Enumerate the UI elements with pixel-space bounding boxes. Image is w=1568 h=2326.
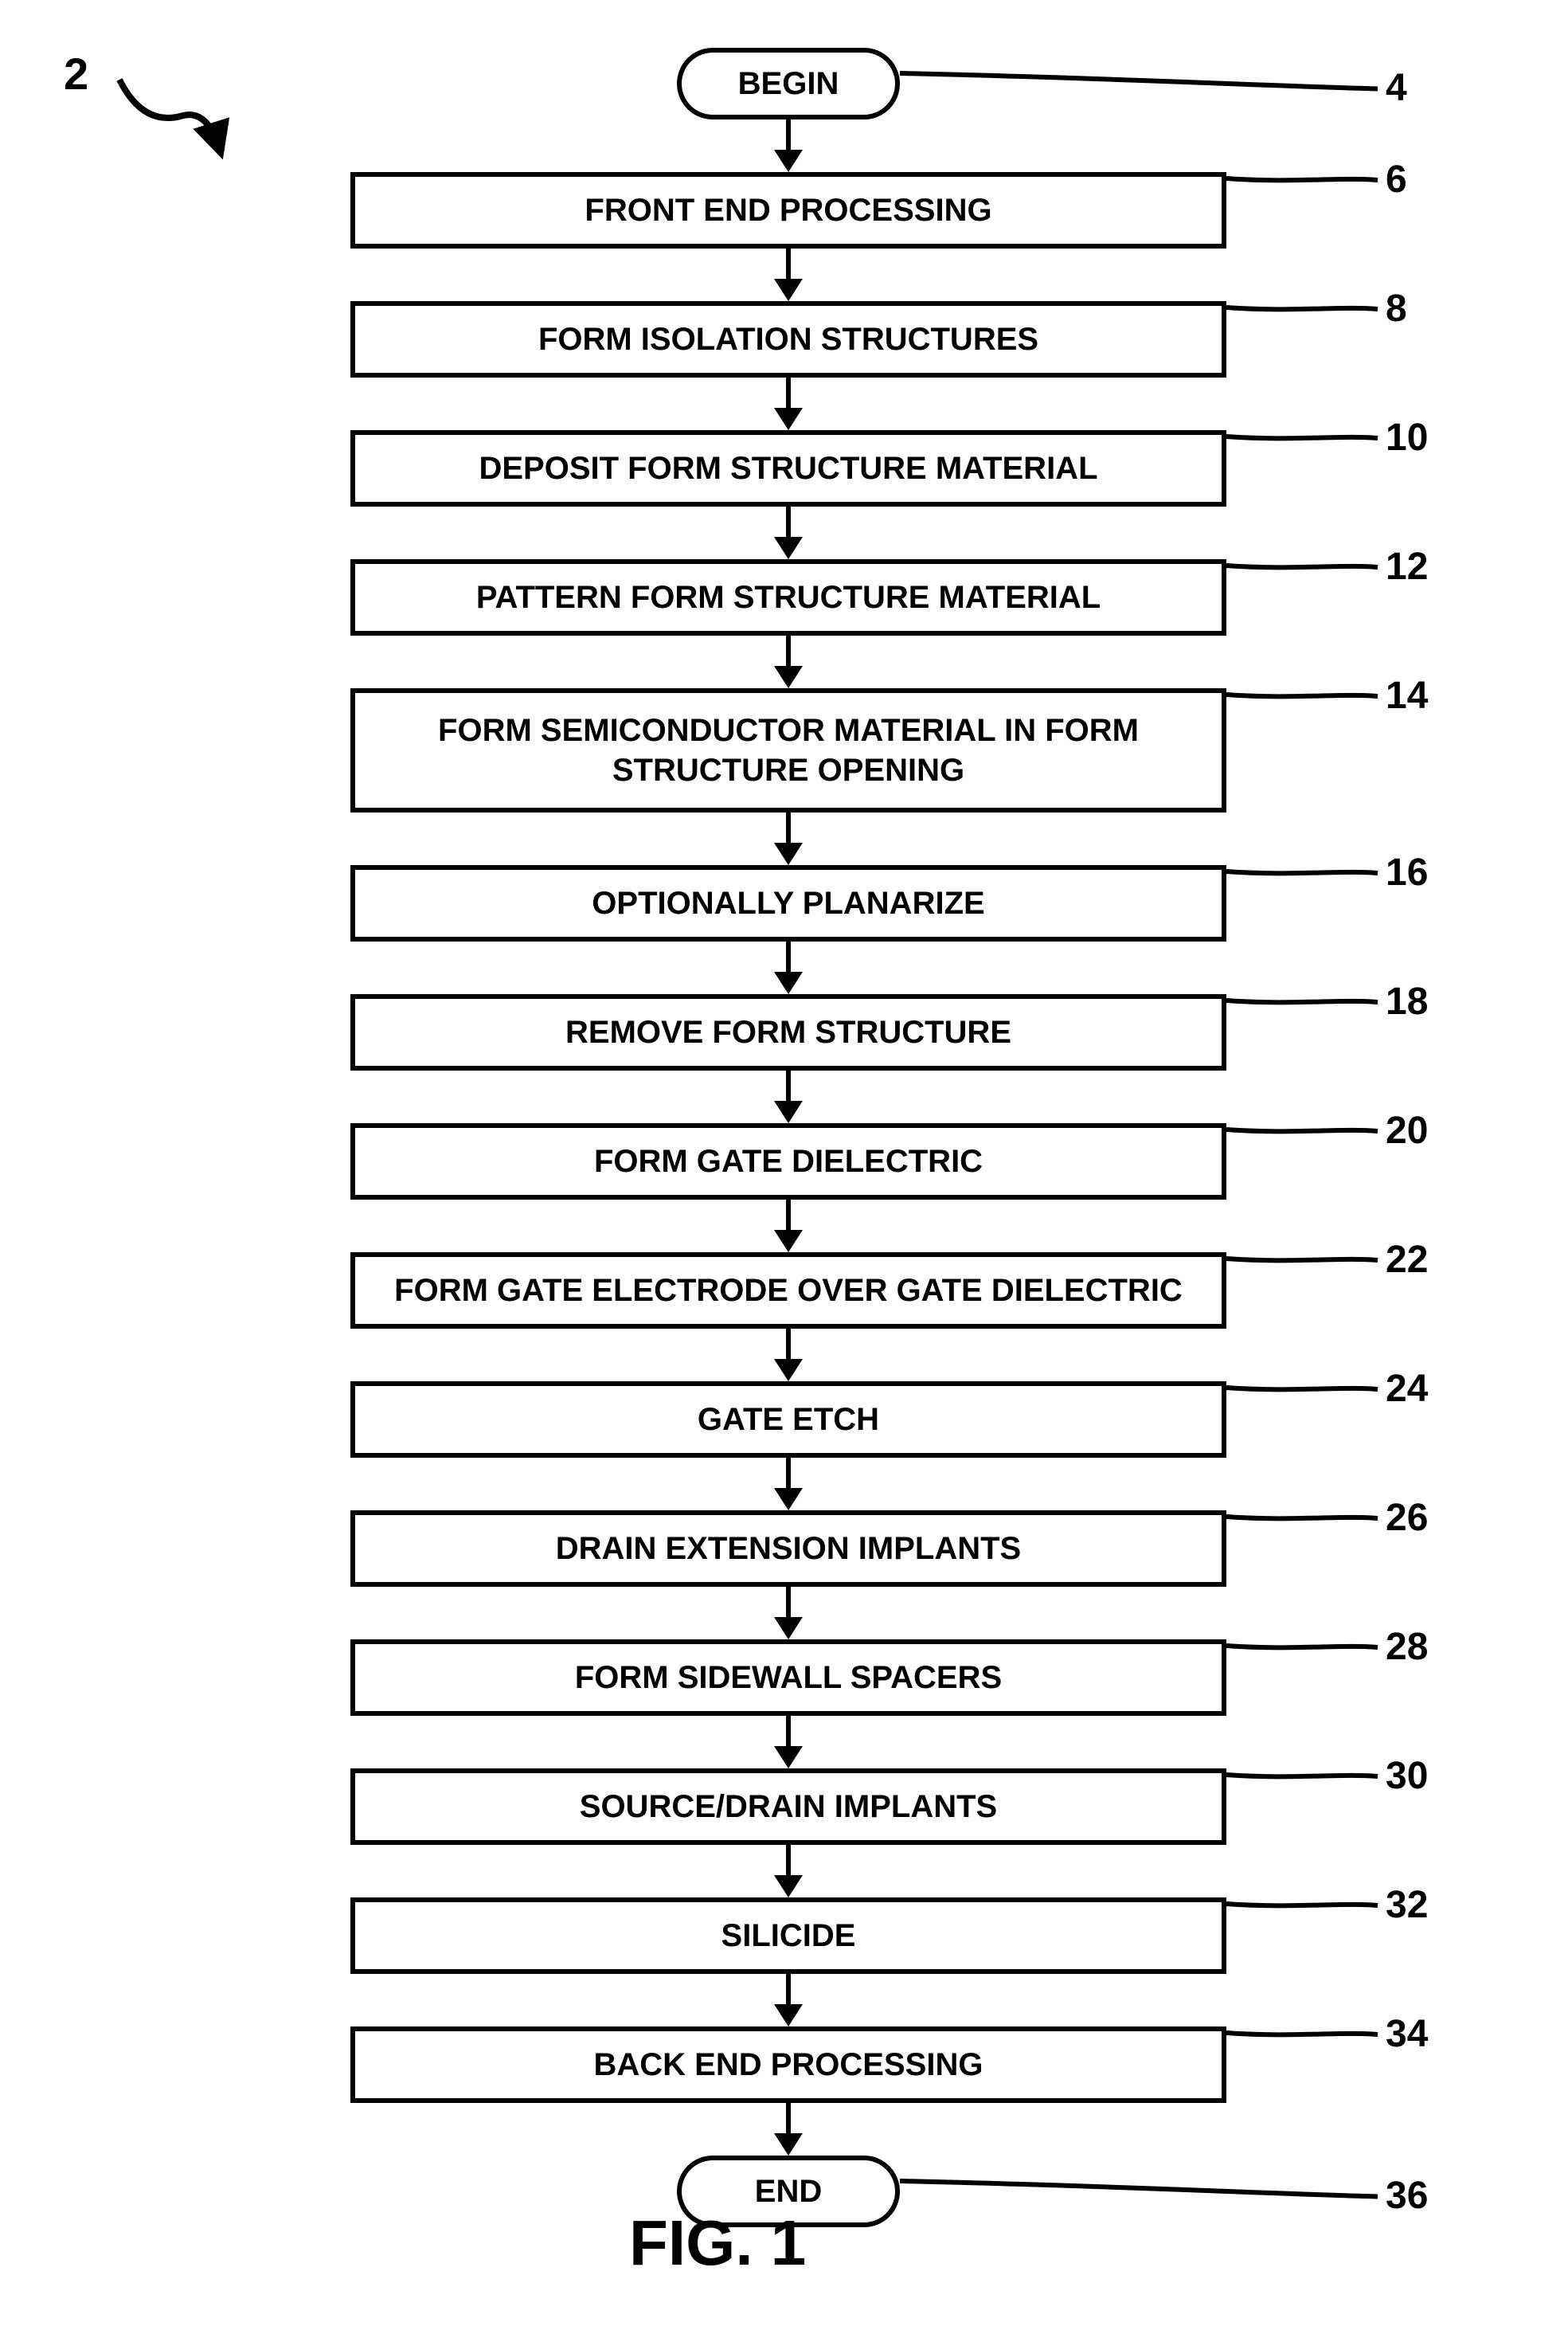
process-step: PATTERN FORM STRUCTURE MATERIAL xyxy=(350,559,1226,636)
flow-arrow xyxy=(772,1200,804,1252)
leader-line xyxy=(900,2165,1394,2221)
leader-line xyxy=(1226,856,1394,897)
leader-line xyxy=(1226,163,1394,204)
flow-arrow xyxy=(772,2103,804,2156)
leader-line xyxy=(1226,1759,1394,1800)
flow-arrow xyxy=(772,1974,804,2026)
process-step: OPTIONALLY PLANARIZE xyxy=(350,865,1226,942)
process-step: BACK END PROCESSING xyxy=(350,2026,1226,2103)
leader-line xyxy=(1226,2017,1394,2058)
process-step: REMOVE FORM STRUCTURE xyxy=(350,994,1226,1071)
leader-line xyxy=(1226,292,1394,333)
process-step: DRAIN EXTENSION IMPLANTS xyxy=(350,1510,1226,1587)
process-step: FORM GATE ELECTRODE OVER GATE DIELECTRIC xyxy=(350,1252,1226,1329)
process-step: FORM GATE DIELECTRIC xyxy=(350,1123,1226,1200)
leader-line xyxy=(1226,679,1394,720)
leader-line xyxy=(1226,1501,1394,1542)
flow-arrow xyxy=(772,119,804,172)
flow-arrow xyxy=(772,1716,804,1768)
process-step: DEPOSIT FORM STRUCTURE MATERIAL xyxy=(350,430,1226,507)
flow-arrow xyxy=(772,378,804,430)
flow-arrow xyxy=(772,1587,804,1639)
flow-arrow xyxy=(772,813,804,865)
process-step: SILICIDE xyxy=(350,1897,1226,1974)
flow-arrow xyxy=(772,1458,804,1510)
figure-caption: FIG. 1 xyxy=(629,2207,806,2280)
flow-arrow xyxy=(772,1329,804,1381)
process-step: FORM ISOLATION STRUCTURES xyxy=(350,301,1226,378)
leader-line xyxy=(900,57,1394,113)
flow-arrow xyxy=(772,249,804,301)
leader-line xyxy=(1226,421,1394,462)
flow-arrow xyxy=(772,636,804,688)
leader-line xyxy=(1226,1114,1394,1155)
leader-line xyxy=(1226,1372,1394,1413)
flow-arrow xyxy=(772,942,804,994)
terminator-begin: BEGIN xyxy=(677,48,900,119)
flow-arrow xyxy=(772,1845,804,1897)
leader-line xyxy=(1226,985,1394,1026)
leader-line xyxy=(1226,1243,1394,1284)
figure-id-arrow xyxy=(111,72,231,159)
process-step: GATE ETCH xyxy=(350,1381,1226,1458)
leader-line xyxy=(1226,1888,1394,1929)
figure-id-label: 2 xyxy=(64,48,88,100)
leader-line xyxy=(1226,550,1394,591)
leader-line xyxy=(1226,1630,1394,1671)
process-step: FORM SEMICONDUCTOR MATERIAL IN FORMSTRUC… xyxy=(350,688,1226,813)
process-step: SOURCE/DRAIN IMPLANTS xyxy=(350,1768,1226,1845)
process-step: FRONT END PROCESSING xyxy=(350,172,1226,249)
flow-arrow xyxy=(772,1071,804,1123)
page: 2 BEGIN4FRONT END PROCESSING6FORM ISOLAT… xyxy=(0,0,1568,2326)
process-step: FORM SIDEWALL SPACERS xyxy=(350,1639,1226,1716)
flow-arrow xyxy=(772,507,804,559)
